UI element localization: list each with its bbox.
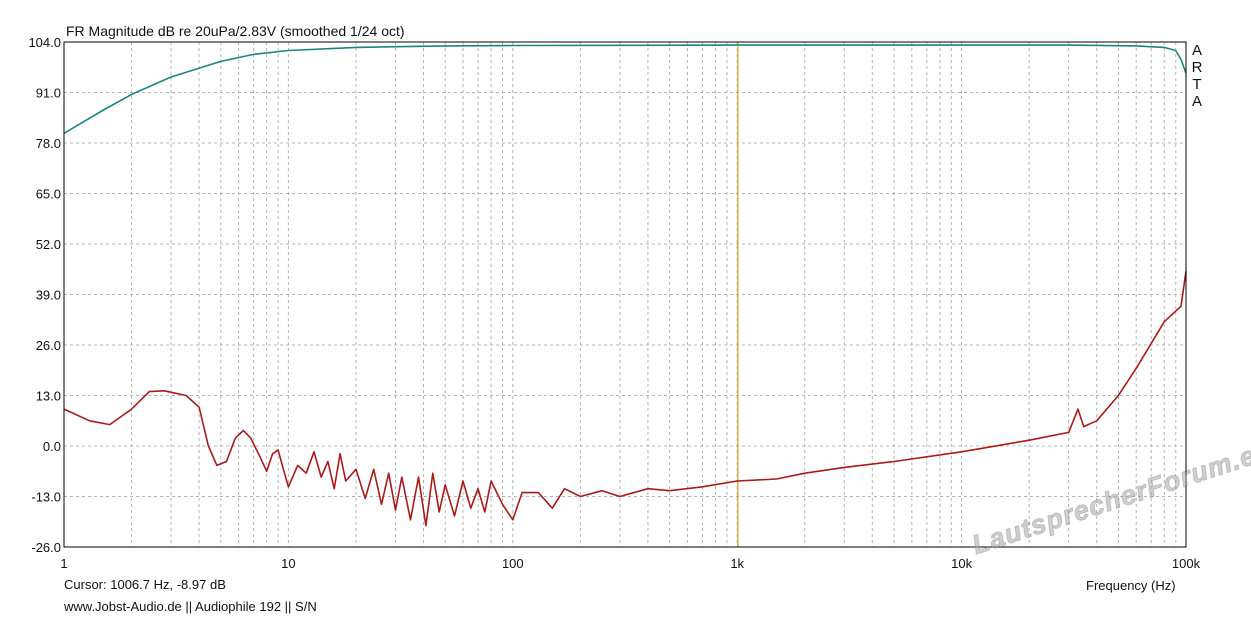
- y-tick-labels: 104.0 91.0 78.0 65.0 52.0 39.0 26.0 13.0 0.0 -13.…: [28, 35, 61, 555]
- y-tick-label: -26.0: [31, 540, 61, 555]
- x-tick-label: 100k: [1172, 556, 1201, 571]
- y-tick-label: 52.0: [36, 237, 61, 252]
- x-tick-label: 1: [60, 556, 67, 571]
- cursor-readout: Cursor: 1006.7 Hz, -8.97 dB: [64, 577, 226, 592]
- chart-title: FR Magnitude dB re 20uPa/2.83V (smoothed…: [66, 23, 405, 39]
- arta-letter: A: [1191, 93, 1202, 110]
- x-tick-label: 1k: [730, 556, 744, 571]
- y-tick-label: -13.0: [31, 490, 61, 505]
- series-line-2: [63, 271, 1187, 527]
- x-axis-title: Frequency (Hz): [1086, 578, 1176, 593]
- y-tick-label: 91.0: [36, 86, 61, 101]
- grid: [63, 41, 1186, 548]
- arta-letter: A: [1191, 42, 1202, 59]
- series-line-1: [63, 44, 1187, 134]
- arta-letter: R: [1191, 59, 1203, 76]
- arta-side-label: A R T A: [1190, 42, 1204, 110]
- x-tick-labels: 1 10 100 1k 10k 100k: [60, 556, 1200, 571]
- x-tick-label: 10: [281, 556, 295, 571]
- footer-info: www.Jobst-Audio.de || Audiophile 192 || …: [64, 599, 317, 614]
- y-tick-label: 13.0: [36, 389, 61, 404]
- y-tick-label: 65.0: [36, 187, 61, 202]
- y-tick-label: 0.0: [43, 439, 61, 454]
- series-layer: [63, 44, 1187, 527]
- plot-frame: [63, 41, 1187, 548]
- arta-letter: T: [1192, 76, 1202, 93]
- y-tick-label: 104.0: [28, 35, 61, 50]
- y-tick-label: 26.0: [36, 338, 61, 353]
- x-tick-label: 10k: [951, 556, 972, 571]
- x-tick-label: 100: [502, 556, 524, 571]
- y-tick-label: 78.0: [36, 136, 61, 151]
- y-tick-label: 39.0: [36, 288, 61, 303]
